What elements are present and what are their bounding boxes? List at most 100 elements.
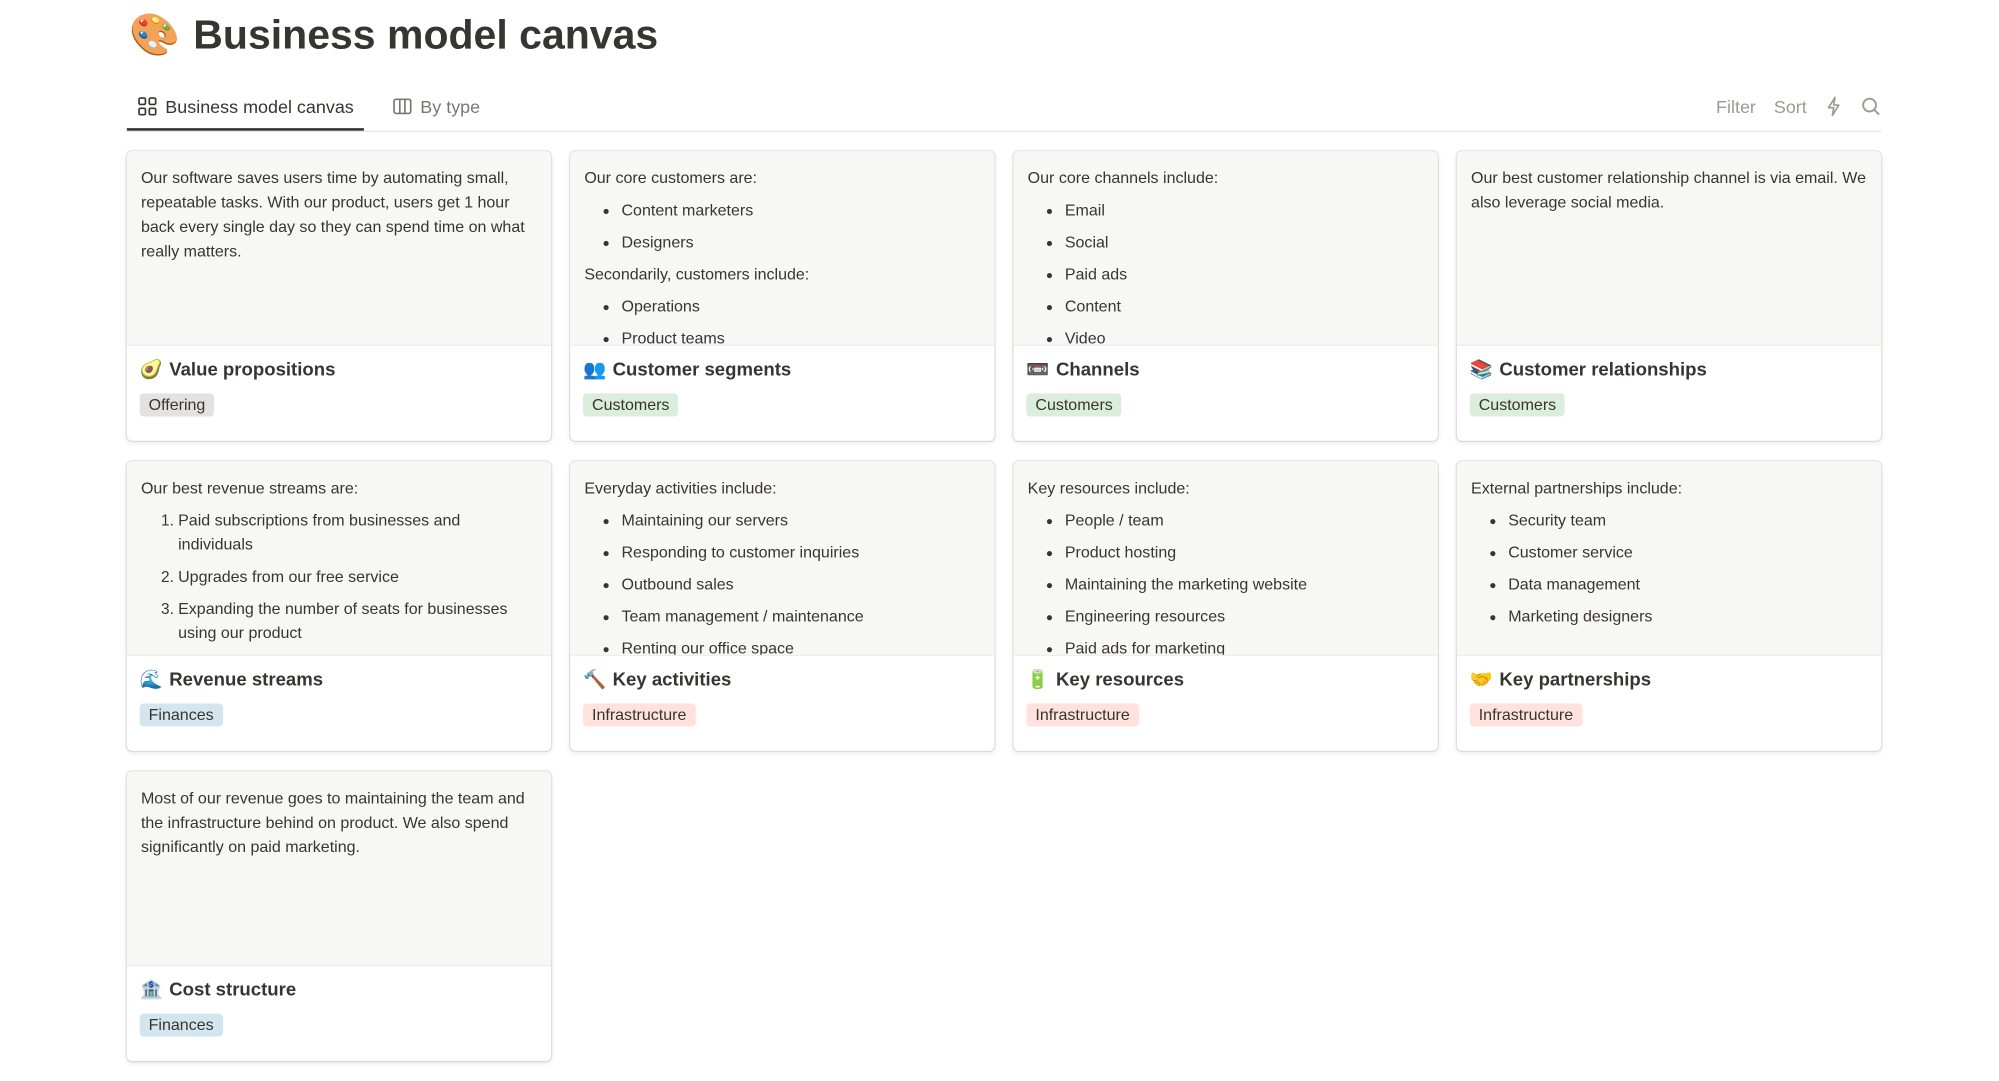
board-icon [393, 98, 412, 115]
list-item: People / team [1065, 509, 1424, 533]
preview-text: Our software saves users time by automat… [140, 169, 525, 261]
tab-label: By type [420, 96, 481, 117]
card-title-text: Key partnerships [1499, 669, 1652, 691]
card-title: 🤝 Key partnerships [1470, 669, 1869, 691]
tab[interactable]: Business model canvas [126, 85, 365, 131]
automation-button[interactable] [1825, 96, 1843, 117]
tag: Customers [1469, 393, 1566, 417]
preview-text: Our best revenue streams are: [140, 479, 359, 498]
list-item: Maintaining our servers [621, 509, 980, 533]
tag: Infrastructure [1026, 703, 1139, 727]
card-icon: 🌊 [139, 670, 163, 691]
filter-button[interactable]: Filter [1716, 96, 1756, 117]
list-item: Expanding the number of seats for busine… [178, 597, 537, 646]
tag: Offering [139, 393, 215, 417]
card-footer: 🤝 Key partnerships Infrastructure [1457, 656, 1881, 739]
card[interactable]: Most of our revenue goes to maintaining … [126, 771, 552, 1061]
tag: Infrastructure [1469, 703, 1583, 727]
card[interactable]: Our best revenue streams are: Paid subscr… [126, 461, 552, 751]
list-item: Engineering resources [1065, 605, 1424, 629]
preview-text: Key resources include: [1027, 479, 1190, 498]
preview-list: Security team Customer service Data manage… [1471, 509, 1867, 629]
card-footer: 📼 Channels Customers [1014, 346, 1438, 429]
card-preview: Our core channels include: Email Social Pai… [1013, 151, 1438, 346]
preview-text: Our core customers are: [584, 169, 758, 188]
tag: Finances [139, 1013, 223, 1037]
preview-list: Paid subscriptions from businesses and i… [141, 509, 537, 646]
list-item: Outbound sales [621, 573, 980, 597]
preview-text: Our best customer relationship channel i… [1471, 169, 1867, 212]
tab-label: Business model canvas [165, 96, 354, 117]
title-text: Business model canvas [193, 10, 659, 58]
card-title-text: Value propositions [169, 359, 336, 380]
card-title-text: Customer segments [612, 359, 792, 380]
tab[interactable]: By type [392, 85, 480, 129]
list-item: Paid subscriptions from businesses and i… [178, 509, 537, 558]
gallery-icon [138, 97, 157, 116]
card-preview: External partnerships include: Security t… [1456, 461, 1882, 657]
sort-button[interactable]: Sort [1773, 96, 1807, 117]
list-item: Product hosting [1065, 541, 1424, 565]
card-preview: Our software saves users time by automat… [126, 151, 552, 346]
card-icon: 🔋 [1026, 670, 1050, 691]
card-footer: 🔋 Key resources Infrastructure [1014, 656, 1438, 739]
preview-text: Our core channels include: [1027, 169, 1219, 188]
list-item: Email [1065, 199, 1424, 223]
list-item: Paid ads for marketing [1065, 637, 1424, 654]
list-item: Social [1065, 231, 1424, 255]
card-title: 🔋 Key resources [1026, 669, 1425, 691]
preview-list: Maintaining our servers Responding to cus… [584, 509, 980, 655]
preview-text: Secondarily, customers include: [584, 265, 810, 284]
view-tabs: Business model canvas By type Filter Sor… [126, 85, 1882, 132]
card[interactable]: Our best customer relationship channel i… [1456, 151, 1882, 441]
list-item: Marketing designers [1508, 605, 1867, 629]
card-icon: 📼 [1026, 360, 1050, 381]
card-title: 📚 Customer relationships [1469, 359, 1869, 381]
list-item: Team management / maintenance [621, 605, 980, 629]
card[interactable]: Everyday activities include: Maintaining … [570, 461, 995, 751]
card[interactable]: External partnerships include: Security t… [1456, 461, 1882, 751]
preview-list: Content marketers Designers [584, 199, 980, 255]
card-title: 📼 Channels [1026, 359, 1425, 381]
card-grid: Our software saves users time by automat… [126, 151, 1882, 1061]
list-item: Upgrades from our free service [178, 565, 537, 589]
list-item: Designers [621, 231, 980, 255]
page-icon: 🎨 [129, 11, 181, 58]
search-button[interactable] [1861, 96, 1882, 117]
preview-list: Email Social Paid ads Content Video [1028, 199, 1424, 345]
card-title: 🏦 Cost structure [140, 979, 539, 1001]
card-footer: 📚 Customer relationships Customers [1457, 346, 1881, 429]
card-footer: 🏦 Cost structure Finances [127, 966, 551, 1049]
card[interactable]: Our core customers are: Content marketers… [570, 151, 995, 441]
card[interactable]: Our software saves users time by automat… [126, 151, 552, 441]
card-title-text: Cost structure [169, 979, 297, 1001]
card-preview: Our best customer relationship channel i… [1456, 151, 1882, 346]
card-preview: Everyday activities include: Maintaining … [570, 461, 995, 657]
list-item: Paid ads [1065, 263, 1424, 287]
card[interactable]: Our core channels include: Email Social Pai… [1013, 151, 1438, 441]
card-preview: Key resources include: People / team Produ… [1013, 461, 1438, 657]
card-title-text: Customer relationships [1499, 359, 1707, 380]
toolbar: Filter Sort [1716, 85, 1881, 129]
preview-text: Most of our revenue goes to maintaining … [140, 789, 525, 856]
list-item: Renting our office space [621, 637, 980, 654]
list-item: Content [1065, 295, 1424, 319]
preview-text: Everyday activities include: [584, 479, 777, 498]
card-title-text: Key activities [612, 669, 732, 691]
list-item: Video [1065, 327, 1424, 344]
list-item: Operations [621, 295, 980, 319]
card-icon: 🥑 [139, 360, 163, 381]
card-icon: 🏦 [139, 980, 163, 1001]
list-item: Content marketers [621, 199, 980, 223]
card-footer: 🥑 Value propositions Offering [127, 346, 551, 429]
card-title-text: Revenue streams [169, 669, 324, 691]
card-icon: 📚 [1469, 360, 1493, 381]
preview-list: Operations Product teams [584, 295, 980, 344]
card-title: 🥑 Value propositions [139, 359, 539, 381]
card[interactable]: Key resources include: People / team Produ… [1013, 461, 1438, 751]
tag: Customers [583, 393, 679, 417]
tag: Customers [1026, 393, 1122, 417]
